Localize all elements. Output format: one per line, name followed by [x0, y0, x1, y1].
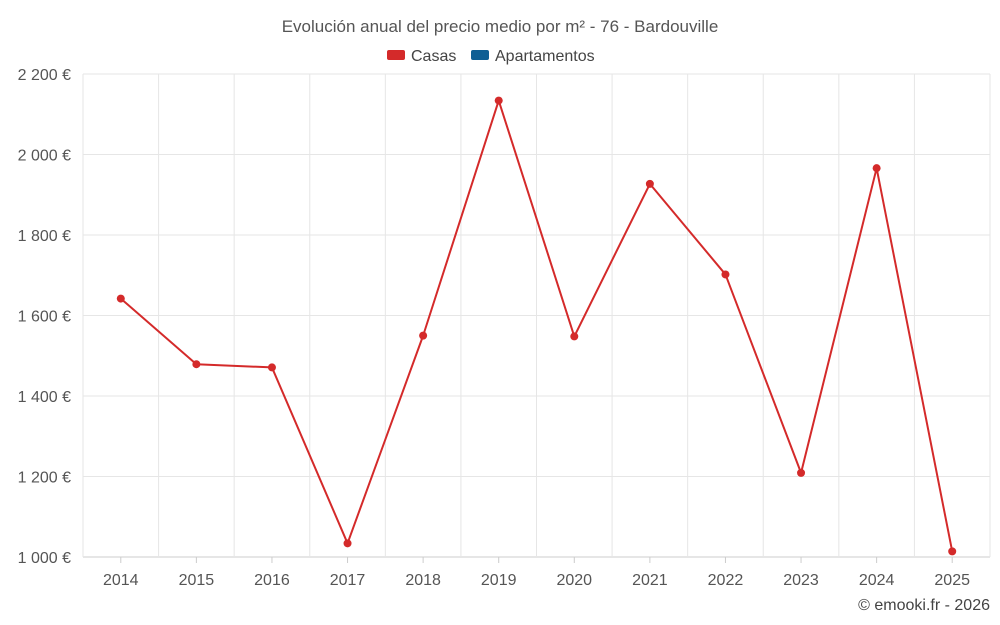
data-point-2017[interactable]: [343, 539, 352, 548]
y-tick-label: 1 600 €: [18, 309, 71, 326]
y-tick-label: 1 200 €: [18, 470, 71, 487]
data-point-2019[interactable]: [494, 96, 503, 105]
legend-swatch-apartamentos: [471, 50, 489, 60]
legend-label-apartamentos: Apartamentos: [495, 48, 595, 65]
x-tick-label: 2021: [632, 572, 668, 589]
series-line-casas: [120, 99, 954, 552]
y-tick-label: 2 000 €: [18, 148, 71, 165]
data-point-2018[interactable]: [419, 331, 428, 340]
data-point-2025[interactable]: [948, 547, 957, 556]
x-tick-label: 2019: [481, 572, 517, 589]
x-axis: 2014 2015 2016 2017 2018 2019 2020 2021 2022 2023…: [103, 557, 970, 589]
x-tick-label: 2016: [254, 572, 290, 589]
legend-label-casas: Casas: [411, 48, 456, 65]
x-tick-label: 2017: [330, 572, 366, 589]
x-tick-label: 2022: [708, 572, 744, 589]
credit-text: © emooki.fr - 2026: [858, 597, 990, 614]
x-tick-label: 2023: [783, 572, 819, 589]
x-tick-label: 2015: [179, 572, 215, 589]
y-tick-label: 1 400 €: [18, 389, 71, 406]
legend-swatch-casas: [387, 50, 405, 60]
legend: Casas Apartamentos: [387, 48, 595, 65]
data-point-2022[interactable]: [721, 270, 730, 279]
x-tick-label: 2025: [934, 572, 970, 589]
x-tick-label: 2024: [859, 572, 895, 589]
x-tick-label: 2020: [556, 572, 592, 589]
grid: [82, 73, 991, 558]
y-axis: 1 000 € 1 200 € 1 400 € 1 600 € 1 800 € 2 000…: [18, 67, 71, 567]
data-point-2015[interactable]: [192, 360, 201, 369]
y-tick-label: 1 000 €: [18, 550, 71, 567]
data-point-2016[interactable]: [267, 363, 276, 372]
x-tick-label: 2014: [103, 572, 139, 589]
data-point-2024[interactable]: [872, 164, 881, 173]
data-point-2021[interactable]: [645, 179, 654, 188]
legend-item-apartamentos[interactable]: Apartamentos: [471, 48, 595, 65]
series-casas: [116, 96, 957, 556]
legend-item-casas[interactable]: Casas: [387, 48, 456, 65]
y-tick-label: 1 800 €: [18, 228, 71, 245]
chart-title: Evolución anual del precio medio por m² …: [282, 17, 719, 36]
y-tick-label: 2 200 €: [18, 67, 71, 84]
data-point-2014[interactable]: [116, 294, 125, 303]
data-point-2020[interactable]: [570, 332, 579, 341]
x-tick-label: 2018: [405, 572, 441, 589]
data-point-2023[interactable]: [797, 468, 806, 477]
